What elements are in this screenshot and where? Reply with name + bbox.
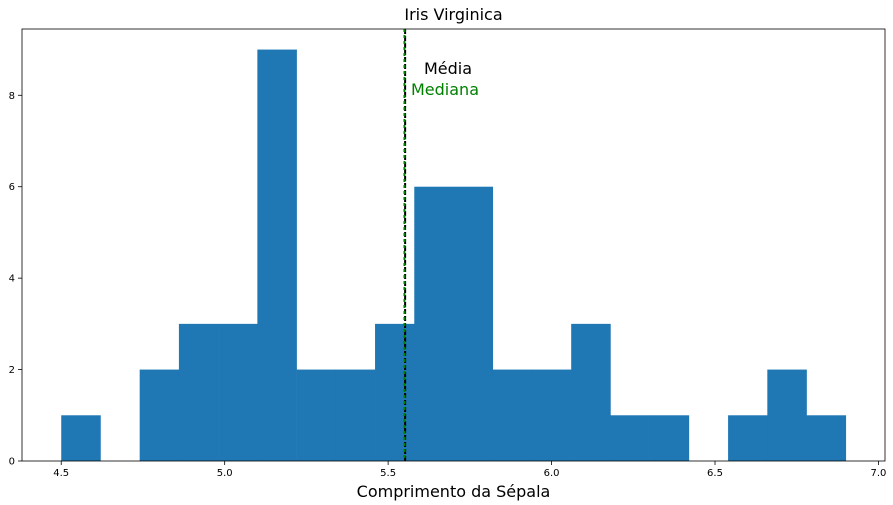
histogram-bar: [375, 323, 415, 461]
median-annotation: Mediana: [411, 80, 479, 99]
histogram-bar: [728, 415, 768, 461]
plot-frame: [21, 28, 886, 462]
histogram-bar: [767, 369, 807, 461]
histogram-bar: [61, 415, 101, 461]
histogram-bar: [178, 323, 219, 461]
histogram-bar: [296, 369, 337, 461]
histogram-bar: [218, 323, 258, 461]
histogram-bar: [610, 415, 650, 461]
y-tick-label: 0: [9, 457, 15, 468]
y-tick-label: 8: [9, 91, 15, 102]
chart-title: Iris Virginica: [404, 5, 502, 24]
histogram-bar: [414, 186, 454, 461]
y-tick-label: 4: [9, 274, 15, 285]
mean-annotation: Média: [424, 59, 472, 78]
histogram-bar: [531, 369, 572, 461]
histogram-bar: [492, 369, 533, 461]
x-tick-label: 5.5: [380, 468, 396, 479]
histogram-bar: [335, 369, 376, 461]
histogram-bar: [453, 186, 494, 461]
histogram-bar: [257, 49, 297, 461]
y-tick-label: 6: [9, 182, 15, 193]
x-tick-label: 7.0: [871, 468, 887, 479]
histogram-bar: [649, 415, 690, 461]
histogram-bars: [61, 49, 847, 461]
y-axis-ticks: 0 2 4 6 8: [9, 91, 22, 468]
x-axis-label: Comprimento da Sépala: [357, 482, 551, 501]
x-tick-label: 4.5: [53, 468, 69, 479]
histogram-bar: [571, 323, 611, 461]
x-axis-ticks: 4.5 5.0 5.5 6.0 6.5 7.0: [53, 461, 886, 479]
x-tick-label: 6.0: [544, 468, 560, 479]
histogram-bar: [806, 415, 847, 461]
x-tick-label: 6.5: [707, 468, 723, 479]
x-tick-label: 5.0: [217, 468, 233, 479]
y-tick-label: 2: [9, 365, 15, 376]
histogram-bar: [139, 369, 180, 461]
